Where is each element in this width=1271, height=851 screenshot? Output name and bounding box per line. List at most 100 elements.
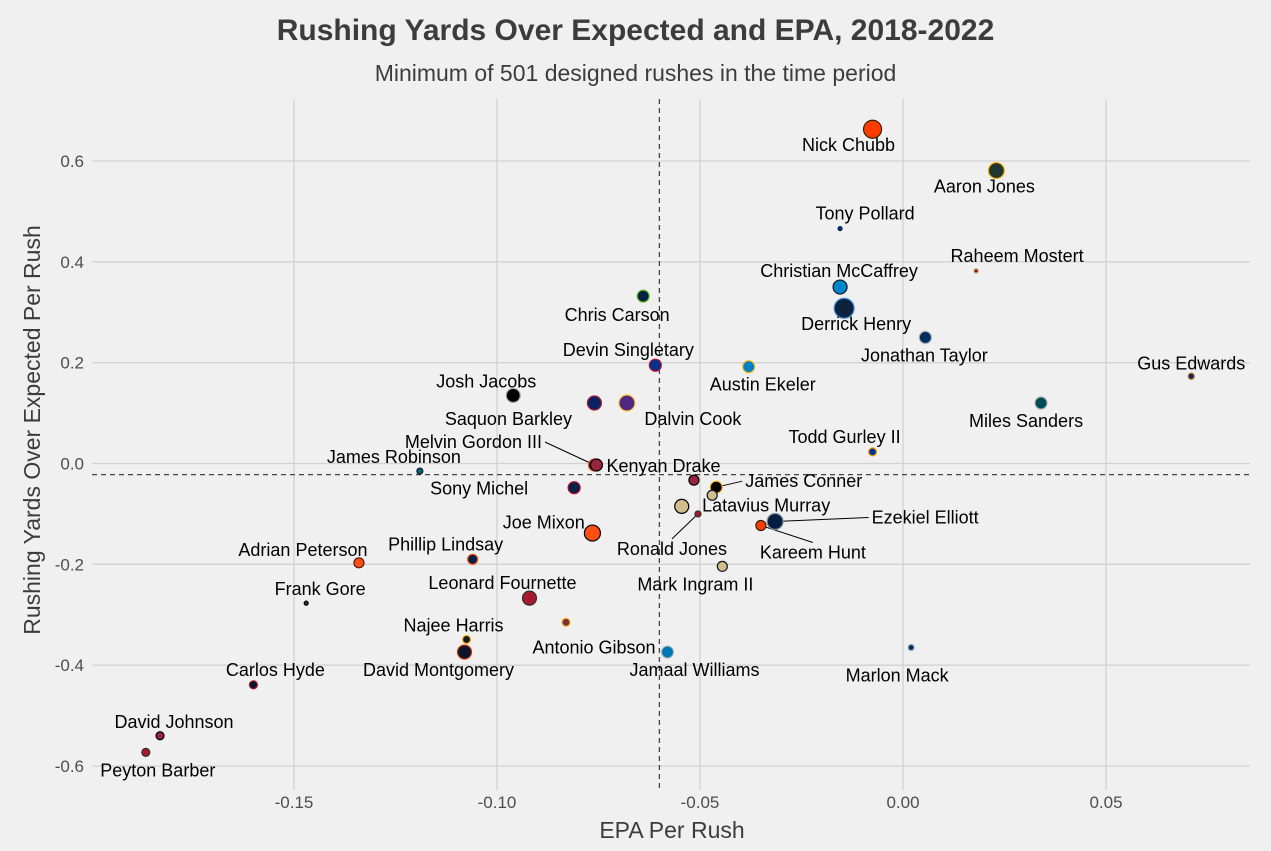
point-aaron-jones (987, 161, 1005, 180)
label-peyton-barber: Peyton Barber (100, 760, 215, 780)
point-jamaal-williams (660, 645, 675, 659)
label-marlon-mack: Marlon Mack (846, 666, 950, 686)
leader-kareem-hunt (760, 525, 814, 543)
label-sony-michel: Sony Michel (430, 479, 528, 499)
point-carlos-hyde (248, 680, 258, 690)
x-axis-ticks: -0.15 -0.10 -0.05 0.00 0.05 (275, 793, 1123, 812)
point-james-conner-2 (688, 474, 700, 486)
label-david-montgomery: David Montgomery (363, 660, 514, 680)
point-antonio-gibson (561, 617, 571, 627)
x-tick-label: 0.00 (886, 793, 919, 812)
point-austin-ekeler (742, 360, 756, 374)
point-jonathan-taylor (918, 330, 932, 345)
point-christian-mccaffrey (832, 279, 848, 295)
point-adrian-peterson (353, 557, 365, 569)
y-tick-label: -0.6 (55, 757, 84, 776)
point-joe-mixon (674, 498, 690, 514)
leader-melvin-gordon-iii (544, 441, 595, 466)
point-najee-harris (461, 634, 472, 645)
y-tick-label: 0.0 (60, 455, 84, 474)
label-miles-sanders: Miles Sanders (969, 411, 1083, 431)
x-axis-label: EPA Per Rush (599, 817, 744, 843)
x-tick-label: -0.05 (681, 793, 720, 812)
label-kareem-hunt: Kareem Hunt (760, 543, 866, 563)
label-derrick-henry: Derrick Henry (801, 314, 911, 334)
point-josh-jacobs (505, 387, 521, 404)
point-latavius-murray (706, 489, 718, 501)
label-nick-chubb: Nick Chubb (802, 135, 895, 155)
label-saquon-barkley: Saquon Barkley (445, 409, 572, 429)
point-tony-pollard (837, 225, 843, 232)
point-todd-gurley-ii (867, 447, 878, 457)
x-tick-label: -0.10 (478, 793, 517, 812)
y-tick-label: 0.4 (60, 253, 84, 272)
label-frank-gore: Frank Gore (275, 579, 366, 599)
y-axis-label: Rushing Yards Over Expected Per Rush (19, 225, 45, 635)
data-labels: Nick Chubb Aaron Jones Tony Pollard Raheem … (100, 135, 1245, 780)
label-raheem-mostert: Raheem Mostert (951, 246, 1084, 266)
point-ezekiel-elliott (766, 512, 784, 531)
y-tick-label: 0.6 (60, 152, 84, 171)
label-leonard-fournette: Leonard Fournette (428, 573, 576, 593)
reference-lines (92, 99, 1250, 790)
point-james-robinson (416, 467, 424, 475)
point-peyton-barber (141, 747, 151, 757)
point-nick-chubb (862, 119, 883, 139)
label-melvin-gordon-iii: Melvin Gordon III (405, 432, 542, 452)
label-james-robinson: James Robinson (327, 447, 461, 467)
leader-ronald-jones (671, 513, 699, 540)
y-tick-label: -0.4 (55, 656, 84, 675)
point-ronald-jones (694, 510, 702, 518)
label-adrian-peterson: Adrian Peterson (238, 540, 367, 560)
chart-subtitle: Minimum of 501 designed rushes in the ti… (374, 60, 897, 86)
label-phillip-lindsay: Phillip Lindsay (388, 534, 503, 554)
label-dalvin-cook: Dalvin Cook (644, 409, 742, 429)
label-chris-carson: Chris Carson (565, 305, 670, 325)
label-christian-mccaffrey: Christian McCaffrey (760, 261, 918, 281)
label-ezekiel-elliott: Ezekiel Elliott (872, 507, 979, 527)
label-najee-harris: Najee Harris (404, 615, 504, 635)
label-antonio-gibson: Antonio Gibson (532, 637, 655, 657)
label-ronald-jones: Ronald Jones (617, 539, 727, 559)
label-kenyan-drake: Kenyan Drake (606, 456, 720, 476)
y-axis-ticks: -0.6 -0.4 -0.2 0.0 0.2 0.4 0.6 (55, 152, 84, 776)
point-miles-sanders (1034, 396, 1048, 410)
grid-lines (92, 99, 1250, 790)
point-frank-gore (303, 600, 309, 606)
point-chris-carson (636, 289, 650, 303)
point-raheem-mostert (973, 268, 979, 274)
label-david-johnson: David Johnson (114, 712, 233, 732)
label-james-conner: James Conner (745, 471, 862, 491)
chart-title: Rushing Yards Over Expected and EPA, 201… (276, 14, 995, 47)
y-tick-label: -0.2 (55, 555, 84, 574)
data-points (141, 119, 1195, 757)
label-aaron-jones: Aaron Jones (934, 177, 1035, 197)
label-austin-ekeler: Austin Ekeler (710, 375, 816, 395)
point-kenyan-drake (589, 458, 604, 472)
label-devin-singletary: Devin Singletary (563, 340, 694, 360)
point-leonard-fournette (521, 590, 538, 606)
point-david-montgomery (456, 644, 473, 660)
point-devin-singletary (648, 358, 662, 372)
label-carlos-hyde: Carlos Hyde (226, 660, 325, 680)
point-dalvin-cook (618, 394, 636, 412)
point-david-johnson (155, 731, 165, 741)
point-derrick-henry (833, 297, 855, 319)
point-kareem-hunt (755, 519, 767, 532)
label-jonathan-taylor: Jonathan Taylor (861, 345, 988, 365)
label-josh-jacobs: Josh Jacobs (436, 371, 536, 391)
label-jamaal-williams: Jamaal Williams (630, 660, 760, 680)
point-marlon-mack (907, 643, 915, 652)
point-saquon-barkley (586, 395, 603, 411)
label-tony-pollard: Tony Pollard (816, 204, 915, 224)
y-tick-label: 0.2 (60, 354, 84, 373)
x-tick-label: -0.15 (275, 793, 314, 812)
label-mark-ingram-ii: Mark Ingram II (637, 574, 753, 594)
leader-ezekiel-elliott (775, 516, 869, 522)
point-gus-edwards (1187, 372, 1195, 380)
label-gus-edwards: Gus Edwards (1137, 353, 1245, 373)
point-sony-michel (567, 481, 581, 495)
label-joe-mixon: Joe Mixon (503, 512, 585, 532)
point-phillip-lindsay (467, 553, 479, 565)
